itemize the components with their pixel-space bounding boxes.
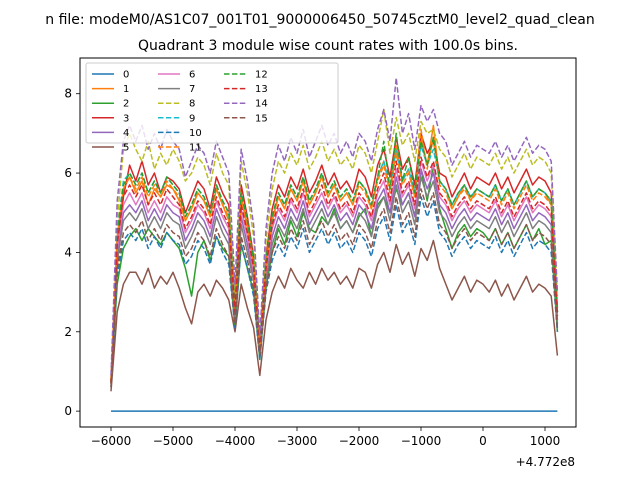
series-line-10: [110, 196, 559, 388]
legend-label-7: 7: [189, 84, 195, 95]
legend-label-2: 2: [123, 99, 129, 110]
legend-label-1: 1: [123, 84, 129, 95]
legend-label-6: 6: [189, 70, 195, 81]
legend-label-11: 11: [189, 143, 202, 154]
series-layer: [110, 77, 559, 412]
figure-suptitle: n file: modeM0/AS1C07_001T01_9000006450_…: [45, 12, 594, 28]
legend-label-8: 8: [189, 99, 195, 110]
chart-title: Quadrant 3 module wise count rates with …: [138, 38, 518, 54]
legend-label-4: 4: [123, 128, 129, 139]
legend-label-13: 13: [255, 84, 268, 95]
y-tick-label: 2: [64, 325, 72, 339]
series-line-12: [110, 132, 559, 384]
y-axis: 0 2 4 6 8: [64, 87, 80, 418]
legend-label-12: 12: [255, 70, 268, 81]
series-line-8: [110, 108, 559, 384]
x-tick-label: −3000: [277, 434, 318, 448]
legend-label-0: 0: [123, 70, 129, 81]
legend-label-10: 10: [189, 128, 202, 139]
series-line-5: [110, 239, 559, 392]
legend-label-5: 5: [123, 143, 129, 154]
series-line-13: [110, 156, 559, 384]
legend-label-9: 9: [189, 113, 195, 124]
legend-label-14: 14: [255, 99, 268, 110]
x-tick-label: −4000: [215, 434, 256, 448]
series-line-11: [110, 128, 559, 380]
series-line-6: [110, 160, 559, 384]
legend-label-15: 15: [255, 113, 268, 124]
x-tick-label: −5000: [153, 434, 194, 448]
x-tick-label: −1000: [401, 434, 442, 448]
legend-label-3: 3: [123, 113, 129, 124]
legend-box: [85, 62, 339, 144]
series-line-7: [110, 176, 559, 384]
x-tick-label: −2000: [339, 434, 380, 448]
x-tick-label: −6000: [91, 434, 132, 448]
plot-frame: [79, 57, 577, 428]
x-tick-label: 1000: [530, 434, 561, 448]
series-line-3: [110, 132, 559, 384]
series-line-4: [110, 168, 559, 384]
x-offset-label: +4.772e8: [516, 455, 575, 469]
x-axis: −6000 −5000 −4000 −3000 −2000 −1000 0 1000: [91, 427, 561, 448]
y-tick-label: 0: [64, 404, 72, 418]
series-line-2: [110, 164, 559, 384]
series-line-15: [110, 188, 559, 388]
x-tick-label: 0: [479, 434, 487, 448]
y-tick-label: 4: [64, 245, 72, 259]
y-tick-label: 6: [64, 166, 72, 180]
y-tick-label: 8: [64, 87, 72, 101]
